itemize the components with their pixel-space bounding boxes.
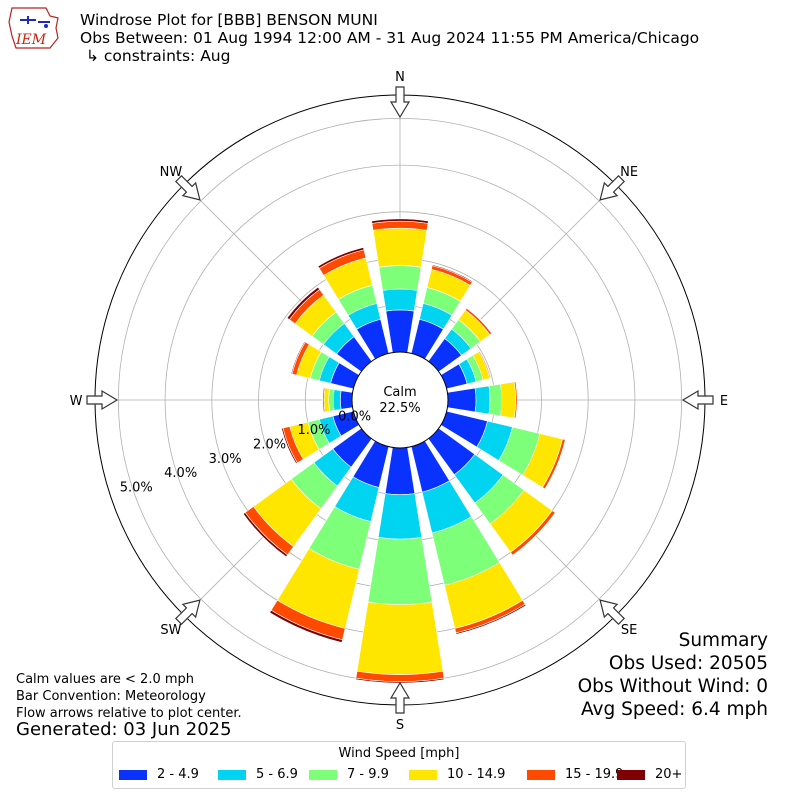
compass-label-SW: SW <box>160 623 181 638</box>
bar-S-bin1 <box>384 447 416 496</box>
legend: Wind Speed [mph] 2 - 4.9 5 - 6.9 7 - 9.9 10… <box>112 741 686 789</box>
direction-arrows <box>86 86 714 714</box>
arrow-shape <box>681 389 714 411</box>
arrows-note: Flow arrows relative to plot center. <box>16 706 242 721</box>
compass-label-NW: NW <box>160 165 183 180</box>
bar-W-bin2 <box>333 389 342 411</box>
bar-S-bin4 <box>356 601 444 675</box>
bar-NE-bin6 <box>466 307 493 334</box>
bar-SE-bin6 <box>512 512 557 557</box>
radial-tick-label: 4.0% <box>164 466 197 481</box>
radial-tick-label: 1.0% <box>297 423 330 438</box>
bar-E-bin1 <box>447 387 477 413</box>
legend-label: 20+ <box>655 767 683 782</box>
compass-label-S: S <box>396 718 404 733</box>
arrow-shape <box>599 599 626 626</box>
convention-note: Bar Convention: Meteorology <box>16 689 206 704</box>
bar-E-bin5 <box>513 381 518 419</box>
flow-arrow-SW <box>174 599 201 626</box>
bar-SW-bin6 <box>242 512 288 558</box>
bar-N-bin2 <box>382 288 418 312</box>
flow-arrow-NW <box>174 174 201 201</box>
bar-N-bin3 <box>378 265 422 291</box>
bar-N-bin6 <box>371 218 429 224</box>
bar-N-bin4 <box>372 227 428 268</box>
calm-note: Calm values are < 2.0 mph <box>16 672 195 687</box>
summary-obs-used: Obs Used: 20505 <box>608 653 768 674</box>
calm-label: Calm <box>383 385 416 400</box>
chart-title: Windrose Plot for [BBB] BENSON MUNI <box>80 11 378 29</box>
legend-label: 5 - 6.9 <box>256 767 298 782</box>
iem-logo-text: IEM <box>15 32 47 48</box>
legend-label: 2 - 4.9 <box>157 767 199 782</box>
generated-date: Generated: 03 Jun 2025 <box>16 719 232 740</box>
bar-E-bin4 <box>500 381 516 419</box>
summary-heading: Summary <box>678 630 768 651</box>
summary-obs-without-wind: Obs Without Wind: 0 <box>577 676 768 697</box>
bar-N-bin1 <box>385 309 415 353</box>
bar-WNW-bin6 <box>290 341 306 375</box>
legend-swatch <box>119 770 147 780</box>
flow-arrow-S <box>389 681 411 714</box>
flow-arrow-E <box>681 389 714 411</box>
bar-S-bin2 <box>377 493 423 540</box>
bar-W-bin3 <box>328 388 335 412</box>
legend-swatch <box>309 770 337 780</box>
arrow-shape <box>389 681 411 714</box>
bar-WSW-bin6 <box>281 427 298 465</box>
arrow-shape <box>389 86 411 119</box>
bar-SSW-bin6 <box>269 609 343 643</box>
legend-swatch <box>617 770 645 780</box>
summary-avg-speed: Avg Speed: 6.4 mph <box>580 699 768 720</box>
legend-label: 10 - 14.9 <box>447 767 506 782</box>
legend-swatch <box>527 770 555 780</box>
bar-W-bin4 <box>323 387 330 413</box>
bar-S-bin3 <box>367 537 433 605</box>
bar-NW-bin6 <box>286 286 321 321</box>
radial-tick-label: 3.0% <box>209 452 242 467</box>
flow-arrow-W <box>86 389 119 411</box>
compass-label-N: N <box>395 70 405 85</box>
legend-label: 15 - 19.9 <box>565 767 624 782</box>
bar-W-bin1 <box>340 390 353 410</box>
legend-swatch <box>218 770 246 780</box>
bar-E-bin2 <box>474 385 491 415</box>
flow-arrow-NE <box>599 174 626 201</box>
calm-value: 22.5% <box>379 401 420 416</box>
flow-arrow-SE <box>599 599 626 626</box>
compass-label-NE: NE <box>620 165 638 180</box>
compass-label-W: W <box>70 394 83 409</box>
calm-circle <box>351 351 449 449</box>
bar-W-bin6 <box>321 387 324 413</box>
bar-S-bin6 <box>355 677 445 684</box>
radial-tick-label: 0.0% <box>338 410 371 425</box>
windrose-bars <box>242 218 566 684</box>
arrow-shape <box>599 174 626 201</box>
iem-logo: IEM <box>8 7 59 49</box>
arrow-shape <box>86 389 119 411</box>
bar-SSE-bin6 <box>455 603 527 635</box>
legend-label: 7 - 9.9 <box>347 767 389 782</box>
bar-E-bin3 <box>488 383 503 417</box>
radial-tick-label: 2.0% <box>253 437 286 452</box>
compass-label-SE: SE <box>621 623 637 638</box>
bar-NNE-bin6 <box>431 264 474 283</box>
legend-title: Wind Speed [mph] <box>338 746 460 761</box>
arrow-shape <box>174 174 201 201</box>
constraints: ↳ constraints: Aug <box>86 47 231 65</box>
axis-labels: N NE E SE S SW W NW 0.0% 1.0% 2.0% 3.0% 4.0% 5.0% Calm… <box>70 70 729 733</box>
arrow-shape <box>174 599 201 626</box>
bar-ESE-bin5 <box>542 438 566 490</box>
bar-ENE-bin5 <box>478 350 492 379</box>
bar-NNW-bin6 <box>317 247 365 269</box>
obs-range: Obs Between: 01 Aug 1994 12:00 AM - 31 A… <box>80 29 700 47</box>
legend-swatch <box>409 770 437 780</box>
flow-arrow-N <box>389 86 411 119</box>
compass-label-E: E <box>720 394 728 409</box>
radial-tick-label: 5.0% <box>120 481 153 496</box>
